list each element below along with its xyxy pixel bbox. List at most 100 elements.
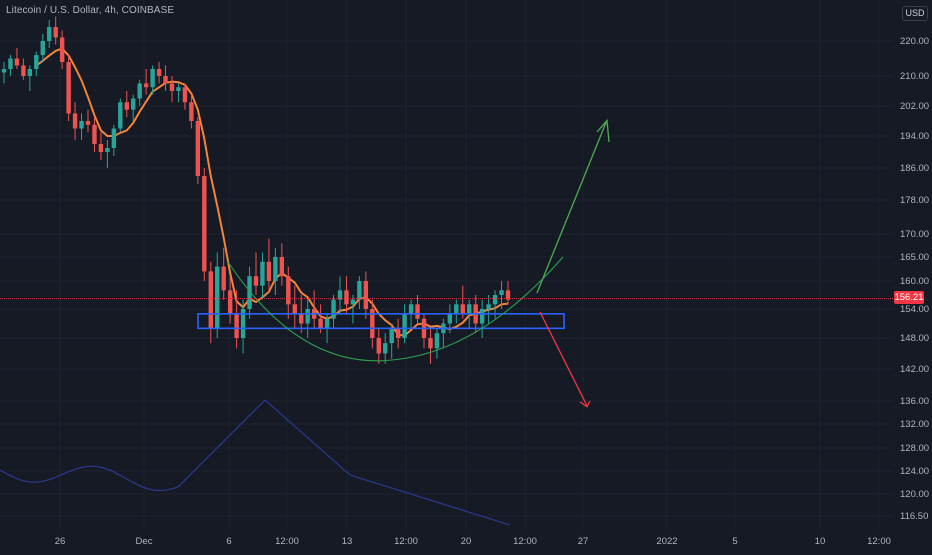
candle-body xyxy=(273,257,278,281)
candle xyxy=(59,30,65,69)
candle-body xyxy=(195,121,201,176)
candle xyxy=(163,65,168,91)
candle xyxy=(111,124,117,156)
candle xyxy=(415,295,420,324)
drawings[interactable] xyxy=(0,118,893,408)
bullish-arrow[interactable] xyxy=(536,122,607,294)
candle xyxy=(311,290,317,329)
bearish-arrow-head xyxy=(579,400,591,408)
candle-body xyxy=(447,313,453,324)
volume-line xyxy=(0,399,511,526)
candle-body xyxy=(59,37,65,62)
candle-body xyxy=(40,41,45,55)
candle xyxy=(357,276,362,309)
price-tick-label: 165.00 xyxy=(900,252,929,263)
candle-body xyxy=(454,304,459,314)
candle-body xyxy=(363,281,369,309)
candle-body xyxy=(124,102,129,110)
candle xyxy=(421,313,427,349)
candle-body xyxy=(21,65,26,76)
candle xyxy=(195,117,201,184)
time-tick-label: 12:00 xyxy=(394,536,418,547)
grid xyxy=(0,0,893,530)
candle-body xyxy=(266,261,272,281)
price-tick-label: 210.00 xyxy=(900,71,929,82)
candle xyxy=(21,58,26,80)
price-tick-label: 186.00 xyxy=(900,163,929,174)
candle xyxy=(370,299,375,349)
candle xyxy=(79,113,84,140)
candle xyxy=(479,299,485,338)
candle xyxy=(454,299,459,324)
candle xyxy=(215,252,220,338)
candle-body xyxy=(370,309,375,338)
candle xyxy=(499,281,504,309)
price-axis[interactable]: 220.00 210.00 202.00 194.00 186.00 178.00 170.… xyxy=(893,0,932,550)
candle xyxy=(137,79,142,106)
candle-body xyxy=(286,276,291,305)
candle xyxy=(376,328,381,364)
support-zone-rectangle[interactable] xyxy=(197,313,565,330)
candle xyxy=(279,243,285,286)
candle xyxy=(331,295,336,329)
currency-button[interactable]: USD xyxy=(902,6,928,21)
candle-body xyxy=(227,290,233,314)
candle xyxy=(227,276,233,324)
candle xyxy=(292,285,297,329)
time-tick-label: 6 xyxy=(226,536,231,547)
candle xyxy=(363,271,369,319)
candle xyxy=(202,168,207,281)
candle xyxy=(337,276,343,314)
candle-body xyxy=(260,261,265,286)
candle-body xyxy=(305,309,310,324)
candle-body xyxy=(324,318,330,329)
price-tick-label: 142.00 xyxy=(900,364,929,375)
symbol-title: Litecoin / U.S. Dollar, 4h, COINBASE xyxy=(6,5,175,16)
candle-body xyxy=(402,313,407,338)
time-tick-label: 26 xyxy=(55,536,66,547)
candle xyxy=(124,91,129,118)
candle xyxy=(305,299,310,338)
rounding-bottom-arc[interactable] xyxy=(227,256,564,362)
candle-body xyxy=(234,313,239,338)
price-tick-label: 194.00 xyxy=(900,131,929,142)
price-tick-label: 202.00 xyxy=(900,101,929,112)
candle-body xyxy=(34,55,39,69)
candle-body xyxy=(118,102,123,129)
candle xyxy=(441,318,446,349)
candle xyxy=(208,261,213,344)
candle xyxy=(105,140,110,168)
bearish-arrow[interactable] xyxy=(539,311,588,406)
candle-body xyxy=(492,295,498,305)
candle-body xyxy=(279,257,285,277)
candle-body xyxy=(79,121,84,129)
candle xyxy=(395,318,401,349)
candle xyxy=(266,238,272,291)
candle-body xyxy=(47,27,52,41)
candle-body xyxy=(202,176,207,272)
candle-body xyxy=(137,83,142,99)
candle xyxy=(189,94,194,129)
candle xyxy=(286,266,291,319)
candle xyxy=(221,247,226,300)
candle-body xyxy=(98,144,104,152)
time-tick-label: 12:00 xyxy=(513,536,537,547)
candle-body xyxy=(331,299,336,319)
candle xyxy=(72,102,78,140)
candle xyxy=(253,252,259,295)
time-tick-label: 13 xyxy=(342,536,353,547)
candle xyxy=(92,117,97,152)
moving-average xyxy=(35,47,509,337)
candle xyxy=(66,55,71,121)
time-tick-label: 27 xyxy=(578,536,589,547)
candle-body xyxy=(208,271,213,329)
candle-body xyxy=(389,328,394,344)
candle-body xyxy=(395,328,401,338)
candle-body xyxy=(105,148,110,152)
candle xyxy=(40,34,45,62)
candle xyxy=(85,109,91,133)
candle-body xyxy=(460,304,465,314)
time-axis[interactable]: 26 Dec 6 12:00 13 12:00 20 12:00 27 2022 5 10 12:00 xyxy=(55,536,891,547)
